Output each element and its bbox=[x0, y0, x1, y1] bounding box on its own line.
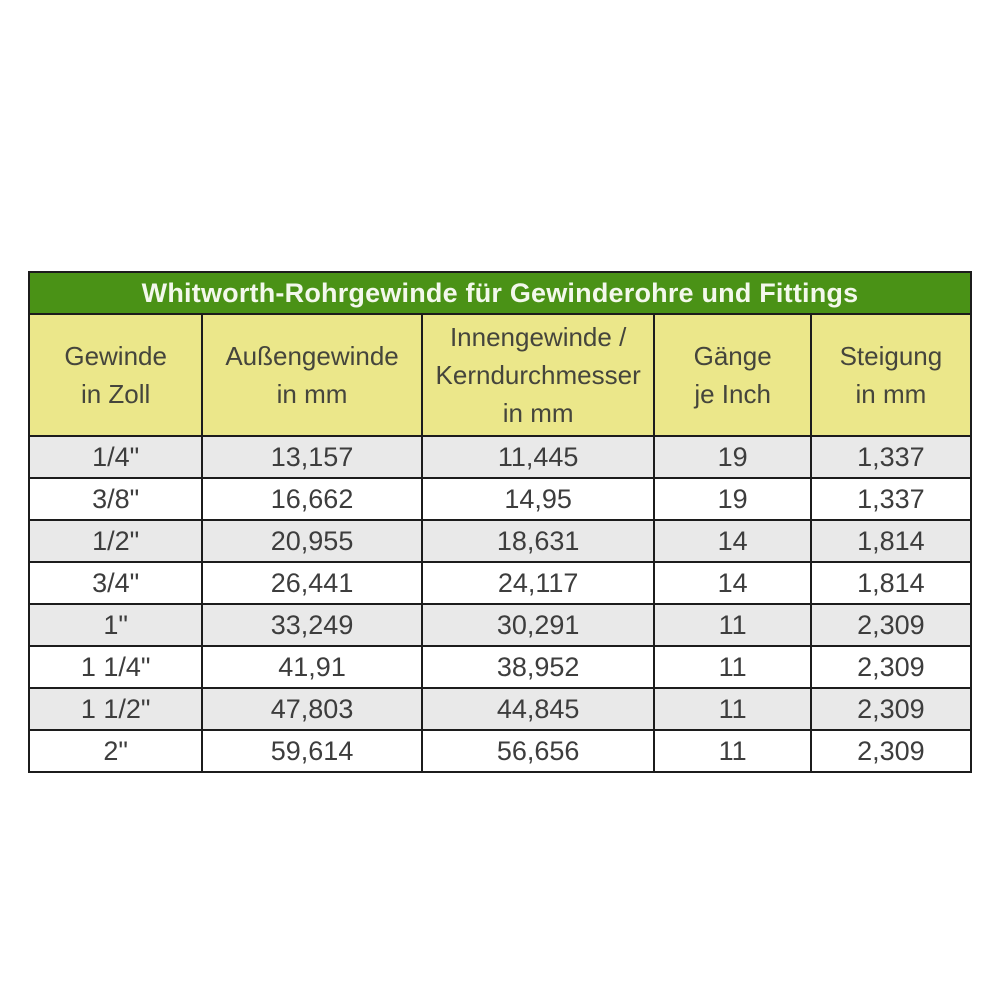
cell-steigung: 1,337 bbox=[809, 477, 973, 521]
table-row: 3/8" 16,662 14,95 19 1,337 bbox=[27, 477, 973, 521]
cell-gaenge: 11 bbox=[653, 687, 812, 731]
cell-gewinde: 1 1/2" bbox=[27, 687, 204, 731]
cell-steigung: 2,309 bbox=[809, 729, 973, 773]
cell-steigung: 1,814 bbox=[809, 561, 973, 605]
whitworth-thread-table-wrap: Whitworth-Rohrgewinde für Gewinderohre u… bbox=[27, 271, 973, 773]
cell-gewinde: 2" bbox=[27, 729, 204, 773]
cell-innengewinde: 24,117 bbox=[420, 561, 656, 605]
cell-gaenge: 11 bbox=[653, 729, 812, 773]
cell-gaenge: 14 bbox=[653, 519, 812, 563]
cell-gewinde: 1/4" bbox=[27, 435, 204, 479]
cell-aussengewinde: 33,249 bbox=[201, 603, 423, 647]
cell-steigung: 2,309 bbox=[809, 645, 973, 689]
cell-aussengewinde: 47,803 bbox=[201, 687, 423, 731]
cell-gewinde: 1" bbox=[27, 603, 204, 647]
column-header-gewinde-in-zoll: Gewinde in Zoll bbox=[27, 313, 204, 437]
cell-innengewinde: 14,95 bbox=[420, 477, 656, 521]
cell-aussengewinde: 41,91 bbox=[201, 645, 423, 689]
cell-innengewinde: 38,952 bbox=[420, 645, 656, 689]
cell-steigung: 1,337 bbox=[809, 435, 973, 479]
cell-innengewinde: 56,656 bbox=[420, 729, 656, 773]
cell-aussengewinde: 26,441 bbox=[201, 561, 423, 605]
cell-gewinde: 3/8" bbox=[27, 477, 204, 521]
table-row: 1/4" 13,157 11,445 19 1,337 bbox=[27, 435, 973, 479]
cell-gaenge: 19 bbox=[653, 477, 812, 521]
table-header-row: Gewinde in Zoll Außengewinde in mm Innen… bbox=[27, 313, 973, 437]
cell-innengewinde: 44,845 bbox=[420, 687, 656, 731]
cell-aussengewinde: 16,662 bbox=[201, 477, 423, 521]
table-row: 1 1/2" 47,803 44,845 11 2,309 bbox=[27, 687, 973, 731]
cell-steigung: 2,309 bbox=[809, 603, 973, 647]
cell-gaenge: 11 bbox=[653, 603, 812, 647]
cell-innengewinde: 11,445 bbox=[420, 435, 656, 479]
table-row: 1" 33,249 30,291 11 2,309 bbox=[27, 603, 973, 647]
column-header-aussengewinde: Außengewinde in mm bbox=[201, 313, 423, 437]
cell-gewinde: 1 1/4" bbox=[27, 645, 204, 689]
table-title-row: Whitworth-Rohrgewinde für Gewinderohre u… bbox=[28, 271, 972, 315]
table-title: Whitworth-Rohrgewinde für Gewinderohre u… bbox=[28, 271, 972, 315]
cell-gewinde: 3/4" bbox=[27, 561, 204, 605]
whitworth-thread-table: Whitworth-Rohrgewinde für Gewinderohre u… bbox=[27, 271, 973, 773]
cell-gaenge: 11 bbox=[653, 645, 812, 689]
cell-aussengewinde: 13,157 bbox=[201, 435, 423, 479]
column-header-innengewinde-kerndurchmesser: Innengewinde / Kerndurchmesser in mm bbox=[420, 313, 656, 437]
cell-innengewinde: 18,631 bbox=[420, 519, 656, 563]
cell-steigung: 1,814 bbox=[809, 519, 973, 563]
table-row: 3/4" 26,441 24,117 14 1,814 bbox=[27, 561, 973, 605]
table-row: 1 1/4" 41,91 38,952 11 2,309 bbox=[27, 645, 973, 689]
cell-aussengewinde: 20,955 bbox=[201, 519, 423, 563]
cell-steigung: 2,309 bbox=[809, 687, 973, 731]
cell-aussengewinde: 59,614 bbox=[201, 729, 423, 773]
cell-gaenge: 14 bbox=[653, 561, 812, 605]
cell-gewinde: 1/2" bbox=[27, 519, 204, 563]
table-row: 2" 59,614 56,656 11 2,309 bbox=[27, 729, 973, 773]
column-header-steigung: Steigung in mm bbox=[809, 313, 973, 437]
cell-gaenge: 19 bbox=[653, 435, 812, 479]
table-row: 1/2" 20,955 18,631 14 1,814 bbox=[27, 519, 973, 563]
cell-innengewinde: 30,291 bbox=[420, 603, 656, 647]
column-header-gaenge-je-inch: Gänge je Inch bbox=[653, 313, 812, 437]
